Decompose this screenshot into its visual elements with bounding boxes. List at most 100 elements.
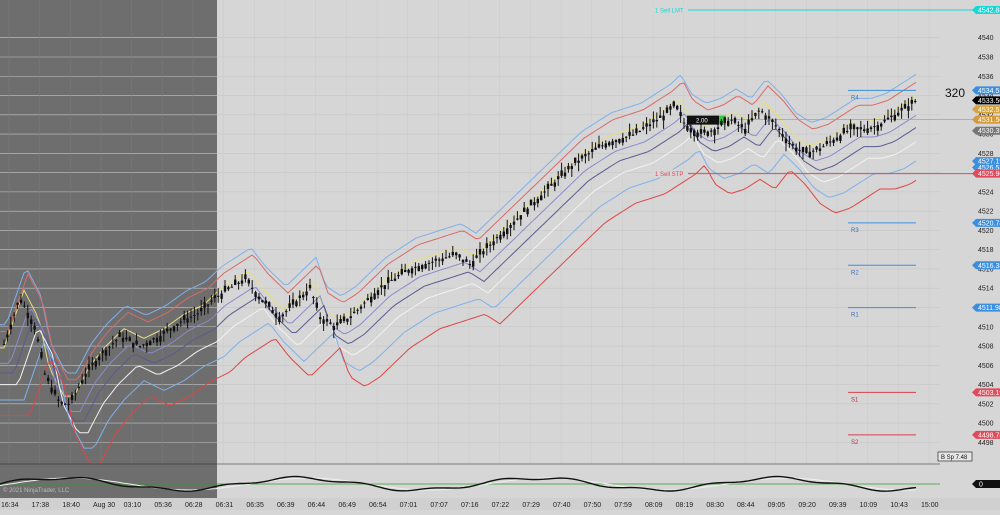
candle-body <box>234 279 237 285</box>
candle-body <box>506 228 509 235</box>
candle-body <box>614 140 618 143</box>
candle-body <box>336 322 339 326</box>
candle-body <box>567 165 570 170</box>
pivot-label: R3 <box>851 228 859 234</box>
grid-lines <box>0 0 940 498</box>
candle-body <box>70 394 74 400</box>
candle-body <box>23 305 26 307</box>
candle-body <box>523 207 526 212</box>
candle-body <box>863 129 866 131</box>
candle-body <box>774 125 777 127</box>
candle-body <box>196 313 199 315</box>
candle-body <box>631 134 635 136</box>
candle-body <box>200 307 203 312</box>
price-tick-label: 4522 <box>978 209 994 216</box>
bar-counter-label: 320 <box>945 86 965 100</box>
price-tag-shape <box>972 86 1000 95</box>
candle-body <box>295 301 298 307</box>
price-tick-label: 4530 <box>978 132 994 139</box>
candle-body <box>682 122 686 124</box>
pivot-levels: R4 R3 R2 R1 S1 S2 <box>848 89 916 446</box>
candle-body <box>50 387 53 393</box>
time-axis: 16:34 17:38 18:40 Aug 30 03:10 05:36 06:28 06:3… <box>0 498 1000 510</box>
candle-body <box>397 274 400 277</box>
price-tag-label: 4526.53 <box>978 165 1000 172</box>
candle-body <box>356 309 359 311</box>
candle-body <box>791 144 794 146</box>
candle-body <box>118 332 121 337</box>
candle-body <box>536 198 539 204</box>
candle-body <box>584 153 587 157</box>
time-tick-label: 06:28 <box>185 502 203 509</box>
candle-body <box>448 256 451 258</box>
candle-body <box>472 261 475 267</box>
candle-body <box>373 293 376 300</box>
candle-body <box>210 300 213 302</box>
candle-body <box>764 115 767 120</box>
candle-body <box>138 346 142 348</box>
candle-body <box>597 144 601 148</box>
candle-body <box>251 287 254 289</box>
candle-body <box>274 313 278 318</box>
price-tag-shape <box>972 388 1000 397</box>
candle-body <box>686 125 689 131</box>
candle-body <box>778 129 781 131</box>
candle-body <box>84 374 87 377</box>
candle-body <box>818 148 822 151</box>
candle-body <box>220 293 223 299</box>
candle-body <box>149 341 152 346</box>
indicator-band <box>0 113 917 412</box>
candle-body <box>40 351 43 358</box>
candle-body <box>380 285 383 288</box>
candle-body <box>625 136 628 138</box>
candle-body <box>733 117 737 123</box>
candle-body <box>125 337 128 340</box>
candle-body <box>509 225 512 228</box>
candle-body <box>699 129 703 134</box>
candle-body <box>846 131 849 133</box>
candle-body <box>217 295 220 297</box>
candle-body <box>829 141 832 143</box>
candle-body <box>77 386 80 388</box>
candle-body <box>223 285 227 292</box>
candle-body <box>784 138 788 144</box>
candle-body <box>737 124 740 126</box>
session-shade <box>0 0 217 498</box>
candle-body <box>601 145 604 147</box>
time-tick-label: 10:09 <box>860 502 878 509</box>
candle-body <box>591 149 594 152</box>
candle-body <box>98 356 101 360</box>
candle-body <box>679 111 682 116</box>
candle-body <box>808 151 811 158</box>
candle-body <box>142 344 145 346</box>
pivot-label: S2 <box>851 440 859 446</box>
candle-body <box>431 261 434 263</box>
candle-body <box>720 120 723 126</box>
price-tag-shape <box>972 261 1000 270</box>
candle-body <box>744 128 747 134</box>
candle-body <box>815 146 818 150</box>
candle-body <box>835 137 839 141</box>
candle-body <box>213 295 216 299</box>
candle-body <box>618 139 621 143</box>
pivot-label: S1 <box>851 397 859 403</box>
candle-body <box>308 284 312 289</box>
candle-body <box>169 328 172 331</box>
watermark: © 2021 NinjaTrader, LLC <box>3 487 70 494</box>
candle-body <box>608 142 611 146</box>
time-tick-label: 08:44 <box>737 502 755 509</box>
order-label: 1 Sell LMT <box>655 8 684 14</box>
time-tick-label: 09:39 <box>829 502 847 509</box>
candle-body <box>203 302 206 308</box>
price-tag-shape <box>972 126 1000 135</box>
candle-body <box>349 316 352 319</box>
price-tick-label: 4504 <box>978 382 994 389</box>
candle-body <box>478 249 482 255</box>
price-tag-label: 4520.78 <box>978 220 1000 227</box>
candle-body <box>325 318 329 322</box>
candle-body <box>655 120 658 122</box>
candle-body <box>672 101 675 107</box>
candle-body <box>798 149 801 151</box>
